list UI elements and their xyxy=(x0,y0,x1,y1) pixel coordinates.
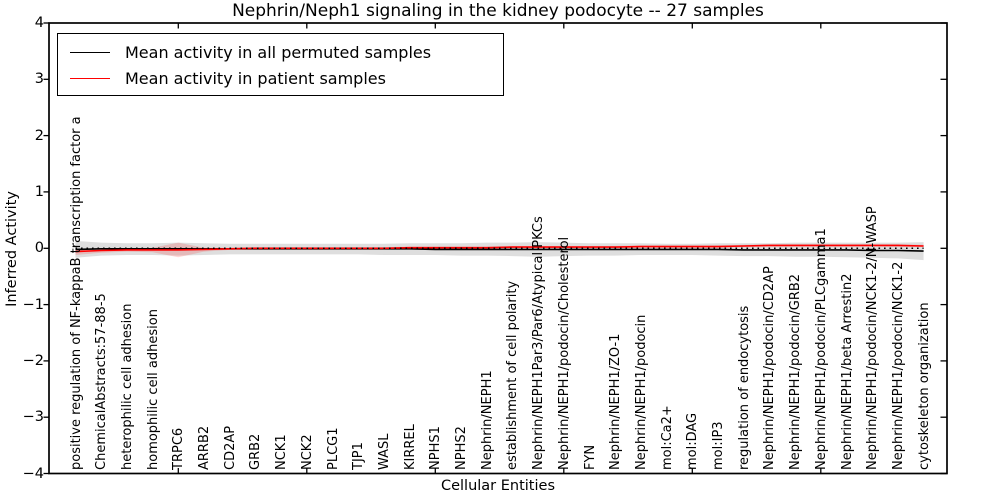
x-tick-label: ChemicalAbstracts:57-88-5 xyxy=(94,292,110,470)
x-tick-label: Nephrin/NEPH1/podocin/GRB2 xyxy=(788,273,804,470)
x-tick-label: mol:DAG xyxy=(685,412,701,470)
y-tick-label: 0 xyxy=(34,240,44,257)
x-tick-label: positive regulation of NF-kappaB transcr… xyxy=(68,115,84,470)
x-tick-label: FYN xyxy=(582,444,598,470)
x-tick-label: heterophilic cell adhesion xyxy=(119,303,135,470)
y-tick-label: −1 xyxy=(22,296,44,313)
x-tick-label: Nephrin/NEPH1/podocin/CD2AP xyxy=(762,265,778,470)
x-tick-label: Nephrin/NEPH1/beta Arrestin2 xyxy=(839,273,855,470)
x-tick-label: mol:IP3 xyxy=(711,420,726,470)
x-tick-label: GRB2 xyxy=(248,433,264,470)
x-tick-label: NCK1 xyxy=(274,433,290,470)
x-tick-label: NPHS1 xyxy=(428,425,444,470)
x-tick-label: cytoskeleton organization xyxy=(916,301,932,470)
x-axis-label: Cellular Entities xyxy=(440,478,556,494)
y-tick-label: −2 xyxy=(22,352,44,369)
x-tick-label: Nephrin/NEPH1/podocin/NCK1-2 xyxy=(890,261,906,470)
x-tick-label: establishment of cell polarity xyxy=(505,280,521,470)
legend-box: Mean activity in all permuted samples Me… xyxy=(57,33,504,96)
y-tick-label: −3 xyxy=(22,409,44,426)
legend-item-permuted: Mean activity in all permuted samples xyxy=(58,39,503,65)
y-tick-label: 4 xyxy=(34,15,44,31)
patient-mean-line xyxy=(75,244,924,253)
x-tick-label: CD2AP xyxy=(222,425,238,470)
x-tick-label: regulation of endocytosis xyxy=(736,305,752,470)
x-tick-label: WASL xyxy=(376,432,392,470)
x-tick-label: Nephrin/NEPH1 xyxy=(479,369,495,470)
patient-line-swatch xyxy=(70,77,110,79)
x-tick-label: TJP1 xyxy=(351,441,367,470)
x-tick-label: Nephrin/NEPH1/podocin/Cholesterol xyxy=(556,236,572,470)
x-tick-label: NCK2 xyxy=(299,433,315,470)
x-tick-label: PLCG1 xyxy=(325,426,341,470)
x-tick-label: Nephrin/NEPH1/podocin/PLCgamma1 xyxy=(813,227,829,470)
y-tick-label: 3 xyxy=(34,71,44,88)
x-tick-label: Nephrin/NEPH1/ZO-1 xyxy=(608,333,624,470)
x-tick-label: KIRREL xyxy=(402,423,418,470)
permuted-confidence-band xyxy=(75,240,924,261)
x-tick-label: NPHS2 xyxy=(454,425,469,470)
y-tick-label: 1 xyxy=(34,183,44,200)
x-tick-label: Nephrin/NEPH1/podocin/NCK1-2/N-WASP xyxy=(865,205,881,470)
x-tick-label: mol:Ca2+ xyxy=(659,404,675,470)
x-tick-label: ARRB2 xyxy=(197,425,212,470)
y-tick-label: −4 xyxy=(22,465,44,482)
y-tick-label: 2 xyxy=(34,127,44,144)
legend-item-patient: Mean activity in patient samples xyxy=(58,65,503,91)
x-tick-label: Nephrin/NEPH1/podocin xyxy=(633,314,649,470)
chart-title: Nephrin/Neph1 signaling in the kidney po… xyxy=(232,1,764,21)
legend-label-patient: Mean activity in patient samples xyxy=(125,68,386,88)
x-tick-label: Nephrin/NEPH1Par3/Par6/Atypical PKCs xyxy=(531,215,547,470)
permuted-line-swatch xyxy=(70,51,110,53)
x-tick-label: TRPC6 xyxy=(171,427,187,470)
legend-label-permuted: Mean activity in all permuted samples xyxy=(125,42,432,62)
x-tick-label: homophilic cell adhesion xyxy=(145,308,161,470)
